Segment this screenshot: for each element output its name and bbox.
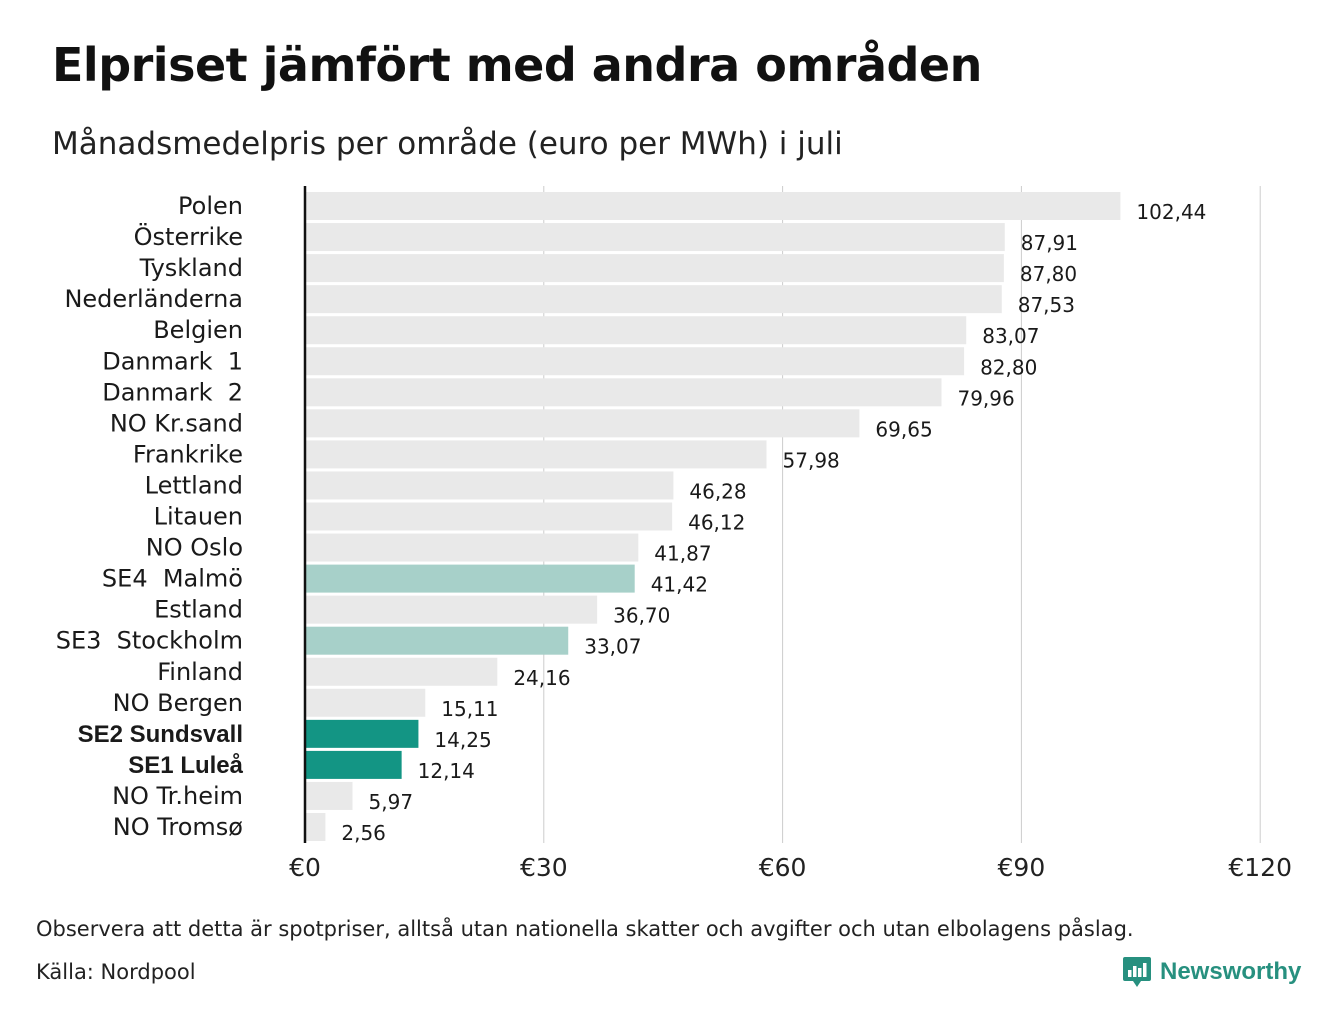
brand-name: Newsworthy xyxy=(1160,958,1302,985)
value-label: 79,96 xyxy=(957,386,1014,410)
source-note: Källa: Nordpool xyxy=(36,960,196,984)
bar xyxy=(305,471,674,500)
x-tick-label: €60 xyxy=(759,853,807,882)
bar xyxy=(305,626,569,655)
bar xyxy=(305,223,1005,252)
bar xyxy=(305,502,673,531)
value-label: 2,56 xyxy=(341,821,386,845)
category-label: NO Tr.heim xyxy=(112,782,243,810)
bar xyxy=(305,409,860,438)
value-label: 41,87 xyxy=(654,542,711,566)
value-label: 14,25 xyxy=(434,728,491,752)
value-label: 46,12 xyxy=(688,511,745,535)
bar xyxy=(305,781,353,810)
bar xyxy=(305,440,767,469)
value-label: 87,80 xyxy=(1020,262,1077,286)
category-label: NO Tromsø xyxy=(113,813,243,841)
value-label: 15,11 xyxy=(441,697,498,721)
category-label: NO Oslo xyxy=(146,534,243,562)
x-tick-label: €90 xyxy=(998,853,1046,882)
category-label: Danmark 2 xyxy=(102,378,243,406)
category-label: Österrike xyxy=(134,222,243,251)
value-label: 24,16 xyxy=(513,666,570,690)
value-label: 46,28 xyxy=(689,479,746,503)
value-label: 36,70 xyxy=(613,604,670,628)
value-label: 102,44 xyxy=(1136,200,1206,224)
x-tick-label: €0 xyxy=(289,853,321,882)
x-tick-label: €120 xyxy=(1228,853,1292,882)
bar xyxy=(305,192,1121,220)
bar xyxy=(305,347,965,376)
category-label: NO Kr.sand xyxy=(110,409,243,437)
bar xyxy=(305,533,639,562)
chart-title: Elpriset jämfört med andra områden xyxy=(52,38,982,92)
category-label: Litauen xyxy=(154,503,243,531)
value-label: 12,14 xyxy=(418,759,475,783)
bar xyxy=(305,316,967,345)
category-label: SE2 Sundsvall xyxy=(78,721,243,748)
category-label: Belgien xyxy=(153,316,243,344)
bar xyxy=(305,378,942,407)
value-label: 5,97 xyxy=(369,790,414,814)
bar xyxy=(305,564,635,593)
category-label: Lettland xyxy=(145,471,243,499)
bar xyxy=(305,657,498,686)
value-label: 57,98 xyxy=(783,448,840,472)
bar xyxy=(305,254,1004,283)
category-label: Finland xyxy=(157,658,243,686)
bar-chart: €0 €30 €60 €90 €120 Polen 102,44 Österrike 87,91… xyxy=(56,186,1292,882)
value-label: 87,91 xyxy=(1021,231,1078,255)
x-tick-label: €30 xyxy=(520,853,568,882)
brand-logo[interactable]: Newsworthy xyxy=(1122,955,1301,989)
value-label: 87,53 xyxy=(1018,293,1075,317)
bar xyxy=(305,688,426,717)
category-label: NO Bergen xyxy=(113,689,243,717)
category-label: SE4 Malmö xyxy=(102,565,243,593)
value-label: 41,42 xyxy=(651,573,708,597)
bar xyxy=(305,595,598,624)
value-label: 83,07 xyxy=(982,324,1039,348)
category-label: Danmark 1 xyxy=(102,347,243,375)
category-label: Tyskland xyxy=(139,254,243,282)
newsworthy-logo-icon xyxy=(1123,957,1151,987)
bar xyxy=(305,285,1002,314)
value-label: 69,65 xyxy=(875,417,932,441)
bar xyxy=(305,719,419,748)
category-label: SE3 Stockholm xyxy=(56,627,243,655)
value-label: 33,07 xyxy=(584,635,641,659)
bar xyxy=(305,750,402,779)
category-label: Estland xyxy=(154,596,243,624)
value-label: 82,80 xyxy=(980,355,1037,379)
category-label: SE1 Luleå xyxy=(128,752,243,779)
chart-subtitle: Månadsmedelpris per område (euro per MWh… xyxy=(52,126,843,162)
category-label: Polen xyxy=(178,192,243,220)
category-label: Nederländerna xyxy=(64,285,243,313)
bar xyxy=(305,813,326,841)
category-label: Frankrike xyxy=(133,440,243,468)
footnote: Observera att detta är spotpriser, allts… xyxy=(36,917,1134,941)
